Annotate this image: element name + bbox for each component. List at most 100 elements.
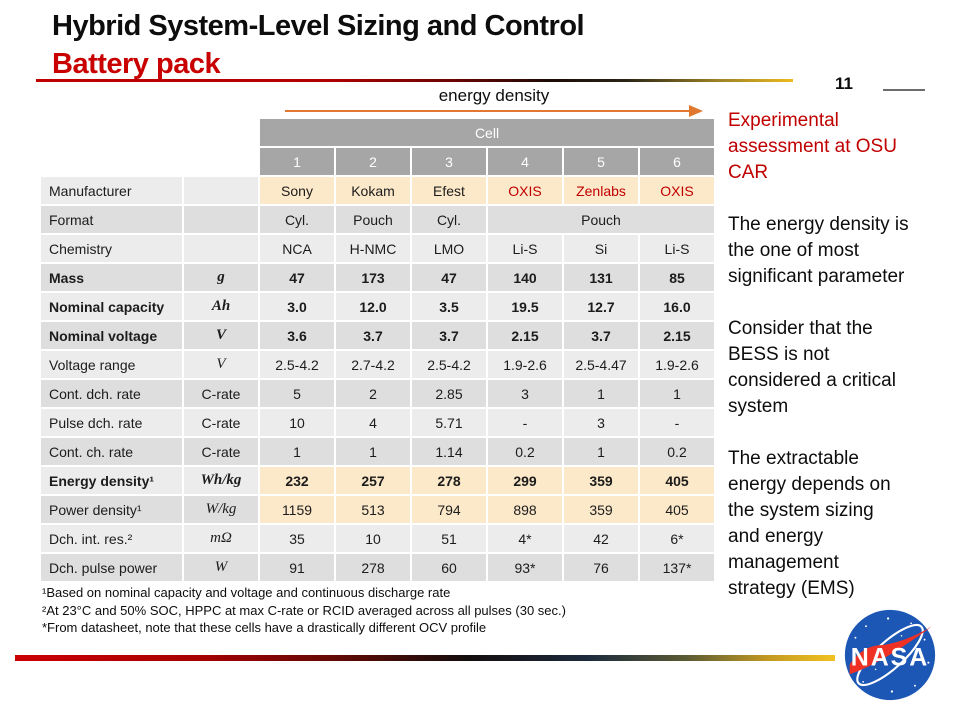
cell-value: 91 bbox=[260, 554, 334, 581]
row-unit: C-rate bbox=[184, 380, 258, 407]
table-group-header: Cell bbox=[260, 119, 714, 146]
cell-value: 513 bbox=[336, 496, 410, 523]
cell-value: LMO bbox=[412, 235, 486, 262]
cell-value: - bbox=[640, 409, 714, 436]
cell-value: 3.5 bbox=[412, 293, 486, 320]
row-label: Nominal voltage bbox=[41, 322, 182, 349]
row-label: Manufacturer bbox=[41, 177, 182, 204]
table-row: Pulse dch. rate C-rate 10 4 5.71-3- bbox=[41, 409, 714, 436]
cell-value: Li-S bbox=[488, 235, 562, 262]
cell-value: Cyl. bbox=[412, 206, 486, 233]
cell-value: 76 bbox=[564, 554, 638, 581]
cell-value: 2.5-4.47 bbox=[564, 351, 638, 378]
table-row: Energy density¹ Wh/kg 232 257 278 299 359 405 bbox=[41, 467, 714, 494]
cell-value: 405 bbox=[640, 467, 714, 494]
cell-value: 3 bbox=[564, 409, 638, 436]
cell-value: 3.7 bbox=[564, 322, 638, 349]
row-label: Nominal capacity bbox=[41, 293, 182, 320]
cell-value: Efest bbox=[412, 177, 486, 204]
slide-title: Hybrid System-Level Sizing and Control bbox=[52, 10, 585, 42]
footnote: ²At 23°C and 50% SOC, HPPC at max C-rate… bbox=[42, 602, 566, 618]
cell-value: 1 bbox=[564, 438, 638, 465]
cell-value: 42 bbox=[564, 525, 638, 552]
cell-value: 1 bbox=[640, 380, 714, 407]
cell-value: Kokam bbox=[336, 177, 410, 204]
cell-value: Pouch bbox=[336, 206, 410, 233]
footnote: ¹Based on nominal capacity and voltage a… bbox=[42, 585, 451, 600]
sidebar-notes: Experimental assessment at OSU CAR The e… bbox=[728, 108, 954, 628]
row-label: Cont. ch. rate bbox=[41, 438, 182, 465]
cell-value: 2.5-4.2 bbox=[260, 351, 334, 378]
cell-value: Pouch bbox=[488, 206, 714, 233]
cell-value: 257 bbox=[336, 467, 410, 494]
sidebar-heading: Experimental assessment at OSU CAR bbox=[728, 110, 897, 183]
row-unit: g bbox=[184, 264, 258, 291]
table-header-row: Cell bbox=[41, 119, 714, 146]
cell-value: 3.7 bbox=[412, 322, 486, 349]
row-unit bbox=[184, 235, 258, 262]
table-row: Mass g 47 173 47 140 131 85 bbox=[41, 264, 714, 291]
page-number-dash bbox=[883, 89, 925, 91]
footnote: *From datasheet, note that these cells h… bbox=[42, 620, 487, 635]
cell-value: H-NMC bbox=[336, 235, 410, 262]
cell-value: 405 bbox=[640, 496, 714, 523]
cell-value: Sony bbox=[260, 177, 334, 204]
cell-value: 278 bbox=[412, 467, 486, 494]
cell-value: - bbox=[488, 409, 562, 436]
column-header-2: 2 bbox=[336, 148, 410, 175]
title-underline bbox=[36, 79, 793, 82]
cell-value: 10 bbox=[336, 525, 410, 552]
cell-value: 47 bbox=[260, 264, 334, 291]
table-row: Format Cyl. Pouch Cyl. Pouch bbox=[41, 206, 714, 233]
cell-value: 3 bbox=[488, 380, 562, 407]
cell-value: 0.2 bbox=[640, 438, 714, 465]
cell-value: 85 bbox=[640, 264, 714, 291]
row-unit: V bbox=[184, 322, 258, 349]
table-row: Chemistry NCA H-NMC LMO Li-S Si Li-S bbox=[41, 235, 714, 262]
energy-density-arrow-icon bbox=[285, 105, 703, 117]
table-row: Manufacturer Sony Kokam Efest OXIS Zenlabs OXI… bbox=[41, 177, 714, 204]
row-unit: Wh/kg bbox=[184, 467, 258, 494]
sidebar-paragraph: The energy density is the one of most si… bbox=[728, 214, 909, 287]
header-spacer bbox=[41, 148, 258, 175]
page-number: 11 bbox=[835, 74, 853, 93]
cell-value: 2.7-4.2 bbox=[336, 351, 410, 378]
cell-value: 131 bbox=[564, 264, 638, 291]
nasa-logo-icon: NASA bbox=[844, 609, 936, 701]
cell-value: 10 bbox=[260, 409, 334, 436]
cell-value: 2.5-4.2 bbox=[412, 351, 486, 378]
energy-density-label: energy density bbox=[438, 86, 550, 105]
row-label: Pulse dch. rate bbox=[41, 409, 182, 436]
row-unit: W bbox=[184, 554, 258, 581]
cell-value: 16.0 bbox=[640, 293, 714, 320]
cell-value: 2 bbox=[336, 380, 410, 407]
cell-value: 51 bbox=[412, 525, 486, 552]
cell-value: 19.5 bbox=[488, 293, 562, 320]
cell-value: 2.85 bbox=[412, 380, 486, 407]
cell-value: 4* bbox=[488, 525, 562, 552]
cell-value: NCA bbox=[260, 235, 334, 262]
cell-value: 4 bbox=[336, 409, 410, 436]
cell-value: OXIS bbox=[488, 177, 562, 204]
column-header-4: 4 bbox=[488, 148, 562, 175]
row-unit: C-rate bbox=[184, 438, 258, 465]
cell-value: 140 bbox=[488, 264, 562, 291]
column-header-1: 1 bbox=[260, 148, 334, 175]
row-unit: Ah bbox=[184, 293, 258, 320]
cell-value: 12.7 bbox=[564, 293, 638, 320]
cell-comparison-table: Cell 1 2 3 4 5 6 Manufacturer Sony Kokam Efest OXIS… bbox=[39, 117, 716, 583]
sidebar-paragraphs: The energy density is the one of most si… bbox=[728, 212, 954, 602]
cell-value: 3.7 bbox=[336, 322, 410, 349]
row-label: Mass bbox=[41, 264, 182, 291]
row-label: Cont. dch. rate bbox=[41, 380, 182, 407]
cell-value: 3.6 bbox=[260, 322, 334, 349]
cell-value: 47 bbox=[412, 264, 486, 291]
cell-value: OXIS bbox=[640, 177, 714, 204]
cell-value: 299 bbox=[488, 467, 562, 494]
cell-value: 1 bbox=[564, 380, 638, 407]
table-row: Dch. int. res.² mΩ 35 10 51 4* 42 6* bbox=[41, 525, 714, 552]
cell-value: Li-S bbox=[640, 235, 714, 262]
cell-value: 35 bbox=[260, 525, 334, 552]
cell-comparison-table-body: Cell 1 2 3 4 5 6 Manufacturer Sony Kokam Efest OXIS… bbox=[41, 119, 714, 581]
